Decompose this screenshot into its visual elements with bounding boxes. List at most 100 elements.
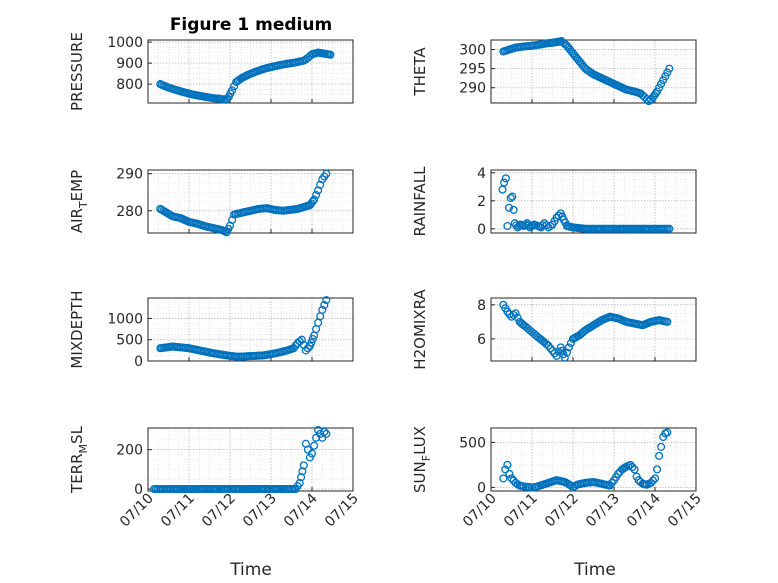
data-point: [651, 89, 660, 98]
data-point: [509, 205, 518, 214]
xtick-label: 07/11: [158, 491, 198, 531]
data-point: [552, 213, 561, 222]
data-point: [562, 348, 571, 357]
axes-box: [490, 169, 697, 234]
axes-box: [490, 427, 697, 492]
ytick-label: 2: [477, 194, 486, 210]
data-point: [318, 305, 327, 314]
data-point: [499, 474, 508, 483]
ytick-label: 0: [134, 354, 143, 370]
xlabel-right: Time: [573, 560, 616, 580]
panel-4: 0 2 4 RAINFALL: [411, 166, 697, 238]
data-point: [554, 211, 563, 220]
data-point: [655, 451, 664, 460]
xtick-label: 07/14: [624, 490, 664, 530]
data-point: [228, 215, 237, 225]
data-point: [501, 465, 510, 474]
panel-1: 800 900 1000 PRESSURE: [68, 32, 354, 111]
data-point: [646, 478, 655, 487]
ytick-label: 800: [116, 77, 143, 93]
ytick-label: 6: [477, 332, 486, 348]
data-point: [628, 463, 637, 472]
series-markers: [150, 425, 331, 494]
axes-box: [147, 297, 354, 362]
ytick-label: 0: [477, 222, 486, 238]
ytick-label: 1000: [107, 311, 143, 327]
xtick-label: 07/13: [240, 491, 280, 531]
data-point: [506, 193, 515, 203]
ylabel: PRESSURE: [68, 32, 86, 111]
ylabel: H2OMIXRA: [411, 289, 429, 370]
data-point: [322, 429, 331, 438]
data-point: [503, 221, 512, 231]
figure-title: Figure 1 medium: [170, 15, 332, 35]
series-markers: [156, 296, 331, 361]
ytick-label: 290: [116, 167, 143, 183]
xtick-label: 07/10: [460, 491, 500, 531]
minor-grid: [148, 428, 353, 491]
data-point: [301, 346, 310, 355]
data-point: [663, 68, 672, 77]
data-point: [310, 441, 319, 450]
xtick-label: 07/12: [542, 491, 582, 531]
xtick-label: 07/15: [322, 491, 362, 531]
data-point: [322, 296, 331, 305]
ylabel: RAINFALL: [411, 166, 429, 237]
ytick-label: 0: [477, 480, 486, 496]
series-markers: [498, 174, 674, 233]
major-grid: [148, 40, 353, 103]
data-point: [546, 221, 555, 231]
data-point: [653, 465, 662, 474]
ytick-label: 200: [116, 443, 143, 459]
ytick-label: 4: [477, 166, 486, 182]
data-point: [307, 449, 317, 458]
ytick-label: 300: [459, 43, 486, 59]
data-point: [320, 427, 329, 436]
data-point: [665, 64, 674, 73]
panel-6: 6 8 H2OMIXRA: [411, 289, 697, 370]
data-point: [498, 185, 507, 194]
data-point: [308, 197, 317, 206]
data-point: [544, 341, 553, 350]
data-point: [299, 461, 308, 470]
data-point: [297, 335, 306, 344]
data-point: [663, 317, 672, 326]
series-markers: [156, 48, 335, 104]
data-point: [501, 174, 510, 183]
axes-box: [147, 169, 354, 234]
data-point: [312, 190, 321, 200]
panel-3: 280 290 AIRTEMP: [68, 167, 354, 237]
ytick-label: 295: [459, 62, 486, 78]
data-point: [295, 479, 304, 488]
xtick-label: 07/11: [501, 491, 541, 531]
axes-box: [490, 39, 697, 104]
data-point: [322, 169, 331, 178]
panel-5: 0 500 1000 MIXDEPTH: [68, 290, 354, 370]
data-point: [511, 309, 520, 318]
ytick-label: 500: [116, 333, 143, 349]
xtick-label: 07/13: [583, 491, 623, 531]
xtick-label: 07/14: [281, 490, 321, 530]
data-point: [650, 474, 660, 483]
data-point: [503, 460, 512, 469]
data-point: [326, 50, 335, 59]
xtick-label: 07/12: [199, 491, 239, 531]
series-markers: [499, 428, 672, 492]
ylabel: AIRTEMP: [68, 170, 90, 233]
data-point: [626, 460, 635, 469]
data-point: [564, 343, 573, 352]
panel-2: 290 295 300 THETA: [411, 37, 697, 106]
data-point: [504, 203, 514, 212]
data-point: [508, 192, 517, 201]
major-grid: [491, 298, 696, 361]
data-point: [307, 338, 316, 347]
axes-box: [490, 297, 697, 362]
data-point: [310, 195, 319, 204]
data-point: [663, 428, 672, 437]
data-point: [665, 224, 674, 233]
xtick-label: 07/15: [665, 491, 705, 531]
series-markers: [156, 169, 331, 237]
series-markers: [499, 300, 672, 362]
ylabel: THETA: [411, 47, 429, 97]
